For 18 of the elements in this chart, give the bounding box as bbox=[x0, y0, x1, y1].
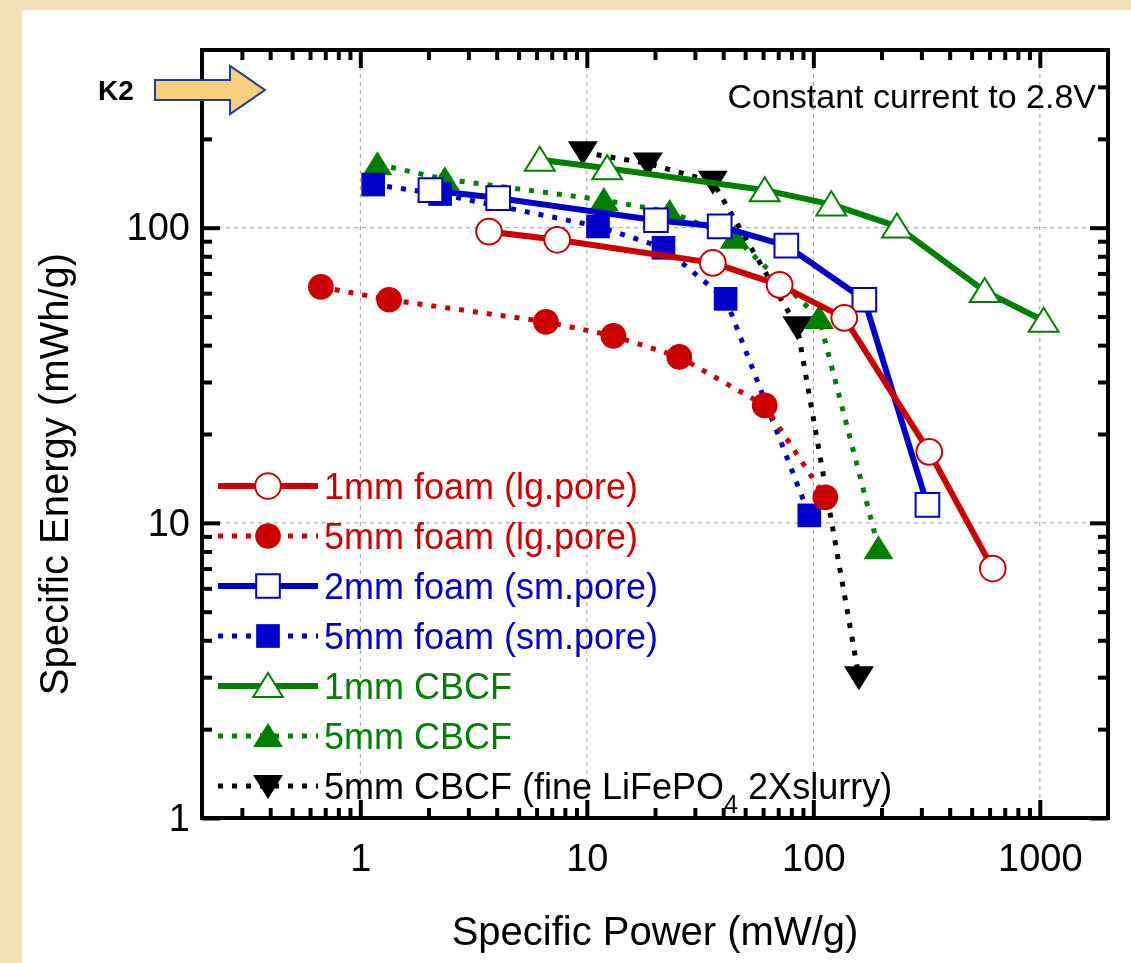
y-tick-label: 10 bbox=[147, 501, 190, 544]
legend-label: 1mm CBCF bbox=[324, 666, 512, 707]
legend-label: 5mm foam (sm.pore) bbox=[324, 616, 659, 657]
legend-label: 1mm foam (lg.pore) bbox=[324, 466, 639, 507]
annotation: Constant current to 2.8V bbox=[727, 77, 1097, 115]
y-tick-label: 1 bbox=[168, 796, 190, 839]
x-tick-label: 100 bbox=[782, 836, 846, 879]
x-tick-label: 10 bbox=[566, 836, 609, 879]
y-axis-title: Specific Energy (mWh/g) bbox=[32, 252, 76, 696]
legend-label: 5mm CBCF (fine LiFePO$_{4}$ 2Xslurry) bbox=[324, 766, 893, 818]
text: K2 bbox=[98, 75, 134, 106]
legend-label: 2mm foam (sm.pore) bbox=[324, 566, 659, 607]
y-tick-label: 100 bbox=[126, 206, 190, 249]
legend-label: 5mm CBCF bbox=[324, 716, 512, 757]
x-axis-title: Specific Power (mW/g) bbox=[451, 909, 859, 953]
legend-label: 5mm foam (lg.pore) bbox=[324, 516, 639, 557]
x-tick-label: 1000 bbox=[998, 836, 1083, 879]
x-tick-label: 1 bbox=[350, 836, 372, 879]
